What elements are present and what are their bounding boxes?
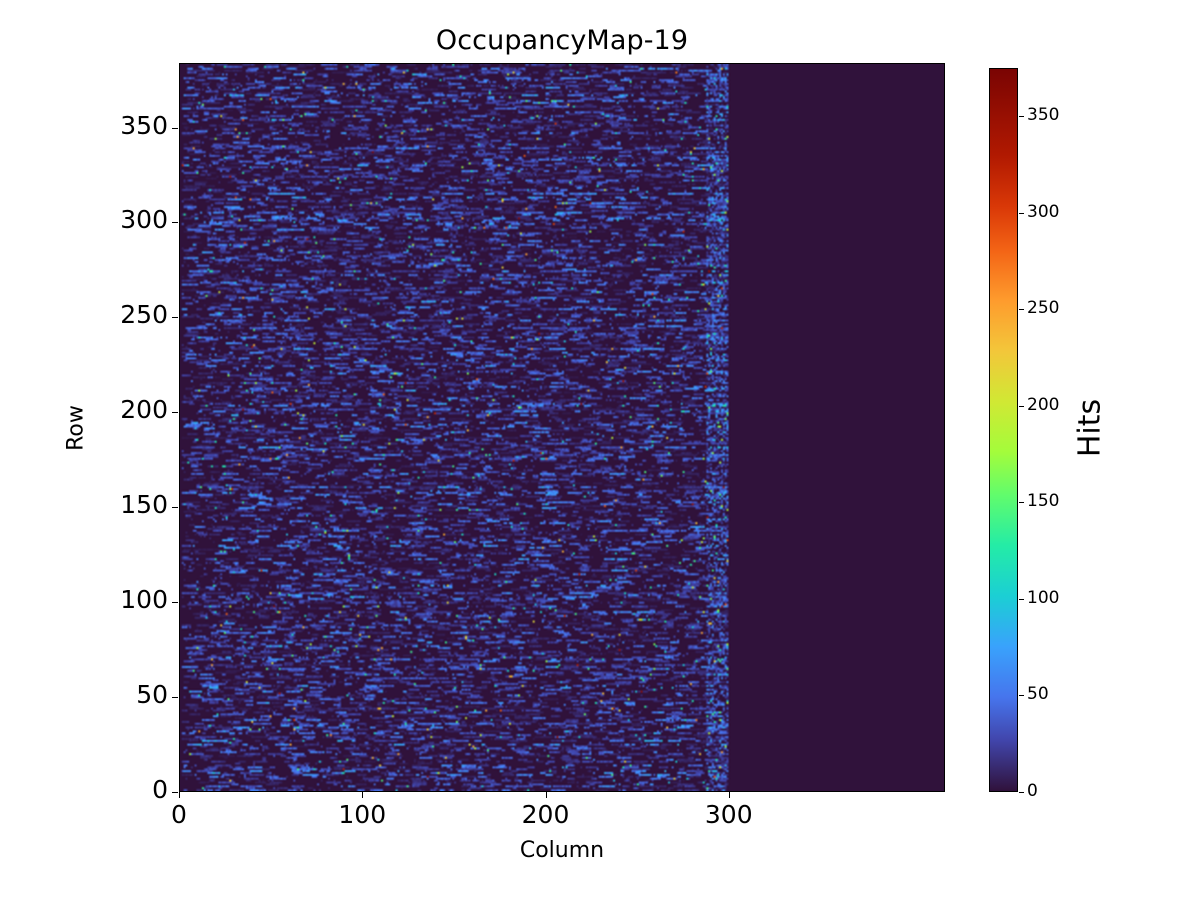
y-tick-250 xyxy=(172,317,178,319)
colorbar-tick-100 xyxy=(1019,598,1024,600)
x-axis-label: Column xyxy=(519,838,605,863)
y-tick-200 xyxy=(172,412,178,414)
colorbar-label: Hits xyxy=(1072,398,1108,458)
x-tick-100 xyxy=(362,792,364,798)
y-ticklabel-250: 250 xyxy=(120,300,168,330)
x-ticklabel-100: 100 xyxy=(338,800,387,829)
colorbar-ticklabel-0: 0 xyxy=(1027,781,1038,801)
colorbar-tick-150 xyxy=(1019,502,1024,504)
colorbar-ticklabel-50: 50 xyxy=(1027,684,1049,705)
chart-title: OccupancyMap-19 xyxy=(435,25,689,56)
x-tick-300 xyxy=(728,792,730,798)
heatmap-image xyxy=(180,64,944,791)
y-tick-150 xyxy=(172,507,178,509)
x-tick-0 xyxy=(179,792,180,798)
colorbar-tick-350 xyxy=(1019,116,1024,118)
colorbar-tick-250 xyxy=(1019,309,1024,311)
y-tick-350 xyxy=(172,127,178,129)
y-ticklabel-300: 300 xyxy=(120,205,168,235)
colorbar-tick-200 xyxy=(1019,405,1024,407)
y-ticklabel-350: 350 xyxy=(120,110,168,140)
y-tick-0 xyxy=(172,792,178,793)
heatmap-axes[interactable] xyxy=(179,63,945,792)
colorbar-tick-300 xyxy=(1019,212,1024,214)
y-ticklabel-150: 150 xyxy=(120,490,168,520)
colorbar-tick-50 xyxy=(1019,695,1024,697)
colorbar-ticklabel-300: 300 xyxy=(1027,201,1060,222)
colorbar-ticklabel-200: 200 xyxy=(1027,394,1060,415)
colorbar[interactable] xyxy=(989,68,1018,792)
x-tick-200 xyxy=(545,792,547,798)
colorbar-ticklabel-150: 150 xyxy=(1027,491,1060,512)
y-ticklabel-0: 0 xyxy=(152,775,168,804)
y-ticklabel-50: 50 xyxy=(136,680,168,710)
colorbar-tick-0 xyxy=(1019,792,1024,793)
colorbar-gradient xyxy=(990,69,1017,791)
x-ticklabel-300: 300 xyxy=(704,800,753,829)
y-ticklabel-100: 100 xyxy=(120,585,168,615)
y-tick-100 xyxy=(172,602,178,604)
x-ticklabel-200: 200 xyxy=(521,800,570,829)
colorbar-ticklabel-250: 250 xyxy=(1027,298,1060,319)
y-tick-300 xyxy=(172,222,178,224)
y-ticklabel-200: 200 xyxy=(120,395,168,425)
colorbar-ticklabel-100: 100 xyxy=(1027,587,1060,608)
y-tick-50 xyxy=(172,697,178,699)
colorbar-ticklabel-350: 350 xyxy=(1027,105,1060,126)
x-ticklabel-0: 0 xyxy=(171,800,187,829)
